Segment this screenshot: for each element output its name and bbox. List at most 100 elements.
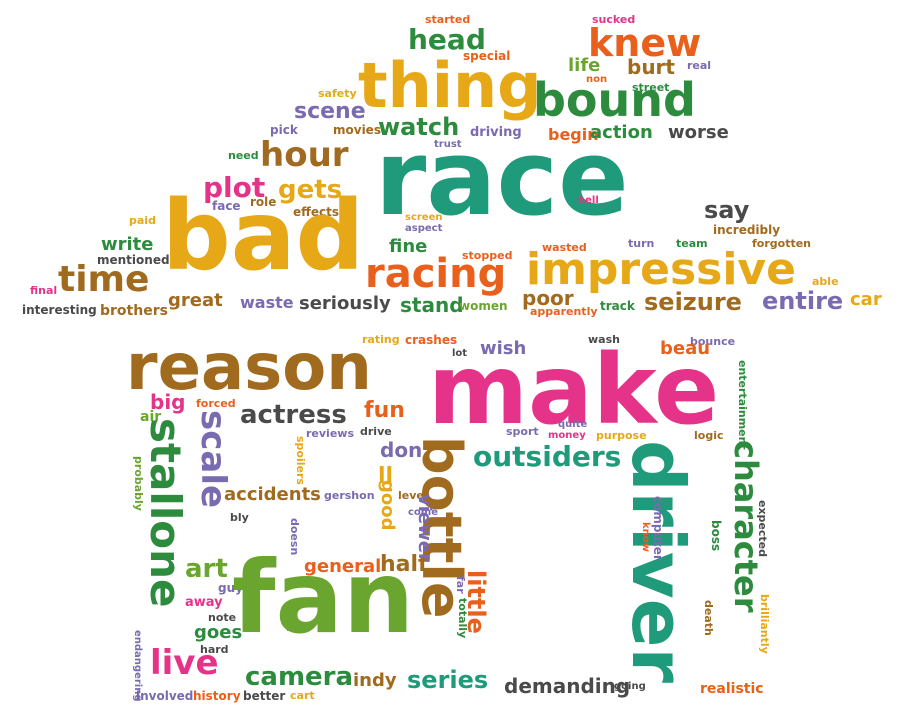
word-mentioned: mentioned (97, 253, 170, 267)
word-spoilers: spoilers (294, 436, 307, 485)
word-scale: scale (193, 410, 233, 509)
word-accidents: accidents (224, 484, 321, 505)
word-series: series (407, 666, 489, 694)
word-endangering: endangering (132, 630, 143, 702)
word-racing: racing (365, 251, 507, 297)
word-gets: gets (278, 175, 343, 205)
word-general: general (304, 556, 382, 577)
word-note: note (208, 611, 237, 624)
word-screen: screen (405, 212, 443, 223)
word-fun: fun (364, 398, 405, 423)
word-waste: waste (240, 293, 294, 312)
word-quite: quite (558, 419, 588, 430)
word-able: able (812, 275, 839, 288)
word-air: air (140, 409, 162, 425)
word-make: make (428, 334, 720, 446)
word-watch: watch (378, 113, 460, 141)
word-wasted: wasted (542, 241, 587, 254)
word-hell: hell (578, 195, 599, 206)
word-computer: computer (651, 496, 665, 561)
word-need: need (228, 149, 259, 162)
word-goes: goes (194, 622, 243, 643)
word-bounce: bounce (690, 335, 736, 348)
word-poor: poor (522, 286, 574, 310)
word-level: level (398, 489, 428, 502)
word-big: big (150, 390, 186, 414)
word-face: face (212, 199, 241, 213)
word-incredibly: incredibly (713, 223, 781, 237)
word-real: real (687, 59, 712, 72)
word-pick: pick (270, 123, 298, 137)
word-non: non (586, 74, 608, 85)
word-bad: bad (162, 180, 365, 292)
word-street: street (632, 81, 670, 94)
word-effects: effects (293, 205, 339, 219)
word-thing: thing (358, 49, 542, 122)
word-viewer: viewer (414, 494, 435, 562)
word-great: great (168, 290, 223, 311)
word-camera: camera (245, 662, 354, 692)
word-bly: bly (230, 511, 249, 524)
word-bound: bound (533, 73, 696, 127)
word-begin: begin (548, 125, 599, 144)
word-beau: beau (660, 338, 711, 359)
word-history: history (193, 689, 241, 703)
word-crashes: crashes (405, 333, 458, 347)
word-rating: rating (362, 333, 400, 346)
word-aren: aren (362, 579, 391, 592)
word-women: women (459, 299, 508, 313)
word-hour: hour (260, 135, 349, 175)
word-stallone: stallone (141, 418, 190, 608)
word-plot: plot (203, 171, 266, 204)
word-interesting: interesting (22, 303, 97, 317)
word-knew: knew (588, 21, 702, 65)
word-say: say (704, 196, 750, 224)
word-cart: cart (290, 689, 315, 702)
word-involved: involved (136, 689, 194, 703)
word-paid: paid (129, 214, 156, 227)
word-forced: forced (196, 397, 236, 410)
word-come: come (408, 507, 438, 518)
word-scene: scene (294, 99, 366, 124)
word-write: write (101, 234, 154, 255)
word-totally: totally (456, 598, 469, 639)
word-apparently: apparently (530, 305, 598, 318)
word-hard: hard (200, 643, 229, 656)
word-fine: fine (389, 236, 428, 257)
word-purpose: purpose (596, 429, 647, 442)
word-worse: worse (668, 122, 729, 143)
word-doesn: doesn (288, 518, 301, 556)
word-forgotten: forgotten (752, 237, 812, 250)
word-track: track (600, 299, 635, 313)
word-drive: drive (360, 425, 392, 438)
word-know: know (640, 522, 651, 552)
word-better: better (243, 689, 286, 703)
word-entire: entire (762, 287, 844, 315)
word-live: live (150, 643, 219, 683)
word-race: race (375, 117, 629, 239)
word-turn: turn (628, 237, 655, 250)
word-seizure: seizure (644, 288, 742, 316)
word-car: car (850, 289, 882, 310)
word-far: far (454, 576, 467, 594)
word-gershon: gershon (324, 489, 375, 502)
word-stand: stand (400, 293, 464, 317)
word-boss: boss (709, 520, 723, 552)
word-good: good (377, 480, 398, 531)
word-brilliantly: brilliantly (758, 594, 771, 654)
word-impressive: impressive (526, 244, 796, 295)
word-team: team (676, 237, 708, 250)
word-wash: wash (588, 333, 620, 346)
word-demanding: demanding (504, 674, 631, 698)
word-action: action (590, 122, 653, 143)
word-driving: driving (470, 125, 522, 140)
word-movies: movies (333, 123, 381, 137)
word-reason: reason (126, 331, 372, 405)
word-sport: sport (506, 425, 539, 438)
word-burt: burt (627, 55, 675, 79)
word-role: role (250, 195, 277, 209)
word-outsiders: outsiders (473, 440, 622, 473)
word-stopped: stopped (462, 249, 513, 262)
word-logic: logic (694, 429, 724, 442)
word-expected: expected (756, 500, 769, 558)
